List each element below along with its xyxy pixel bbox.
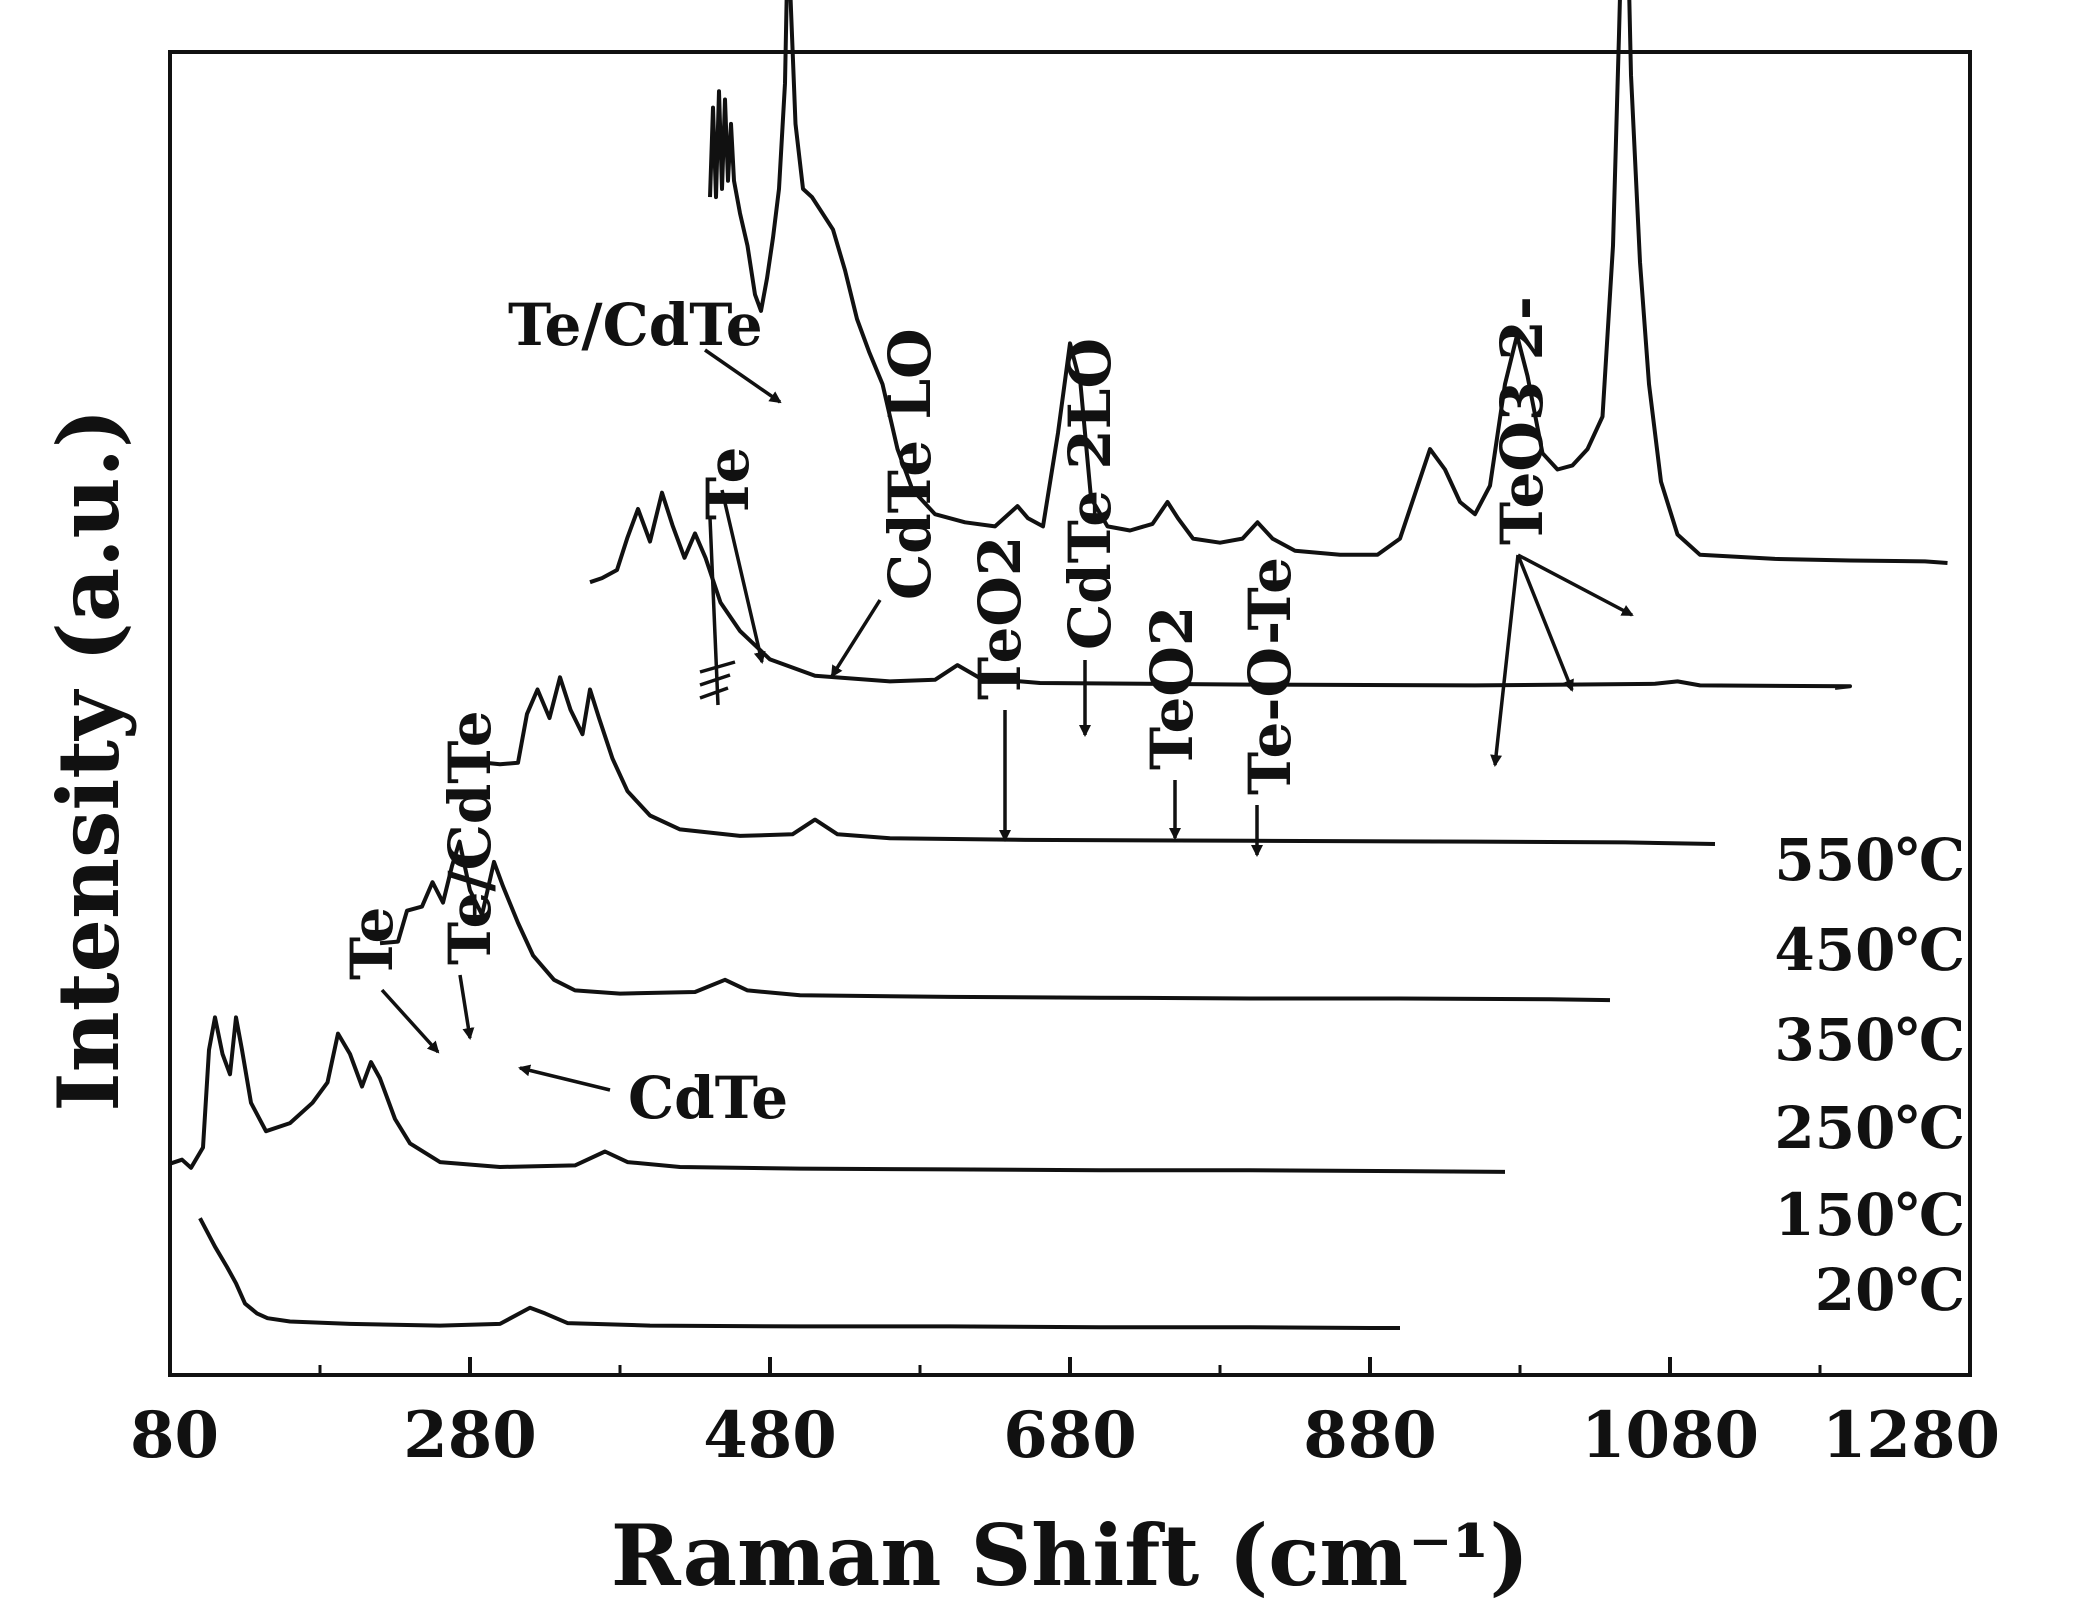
series-line-1 xyxy=(169,1015,1506,1174)
annotation-arrows xyxy=(380,348,1634,1092)
annot-te-550: Te xyxy=(694,447,762,520)
x-tick-label-880: 880 xyxy=(1303,1398,1437,1473)
series-lines xyxy=(169,0,1948,1330)
annot-cdte-lo: CdTe LO xyxy=(876,328,944,600)
series-label-2: 250℃ xyxy=(1774,1094,1965,1162)
series-line-4 xyxy=(589,490,1852,690)
annot-te-o-te: Te-O-Te xyxy=(1236,557,1304,795)
x-tick-label-1080: 1080 xyxy=(1581,1398,1759,1473)
y-axis-title: Intensity (a.u.) xyxy=(39,408,138,1111)
x-tick-label-480: 480 xyxy=(703,1398,837,1473)
annot-cdte-2lo: CdTe 2LO xyxy=(1056,338,1124,650)
series-labels: 20℃ 150℃ 250℃ 350℃ 450℃ 550℃ xyxy=(1774,826,1965,1324)
annot-tecdte-250: Te/CdTe xyxy=(436,710,504,965)
series-line-5 xyxy=(708,0,1948,565)
annot-te-250: Te xyxy=(338,907,406,980)
annotation-labels: Te Te/CdTe CdTe Te/CdTe Te CdTe LO TeO2 … xyxy=(338,291,1556,1132)
series-line-0 xyxy=(198,1217,1400,1330)
annot-cdte-250: CdTe xyxy=(628,1064,788,1132)
x-axis-title: Raman Shift (cm⁻¹) xyxy=(611,1506,1529,1605)
series-line-3 xyxy=(484,675,1716,846)
series-line-2 xyxy=(379,839,1611,1003)
x-tick-label-80: 80 xyxy=(130,1398,219,1473)
series-label-3: 350℃ xyxy=(1774,1006,1965,1074)
series-label-5: 550℃ xyxy=(1774,826,1965,894)
annot-teo3: TeO3 2- xyxy=(1488,296,1556,545)
series-label-1: 150℃ xyxy=(1774,1181,1965,1249)
series-label-4: 450℃ xyxy=(1774,916,1965,984)
x-axis-tick-labels: 80 280 480 680 880 1080 1280 xyxy=(130,1398,2000,1473)
annot-teo2-2: TeO2 xyxy=(1138,606,1206,770)
x-tick-label-280: 280 xyxy=(403,1398,537,1473)
series-label-0: 20℃ xyxy=(1815,1256,1965,1324)
annot-teo2-1: TeO2 xyxy=(966,536,1034,700)
x-tick-label-680: 680 xyxy=(1003,1398,1137,1473)
annot-tecdte-550: Te/CdTe xyxy=(508,291,763,359)
x-tick-label-1280: 1280 xyxy=(1822,1398,2000,1473)
x-axis-ticks xyxy=(168,1357,1972,1375)
